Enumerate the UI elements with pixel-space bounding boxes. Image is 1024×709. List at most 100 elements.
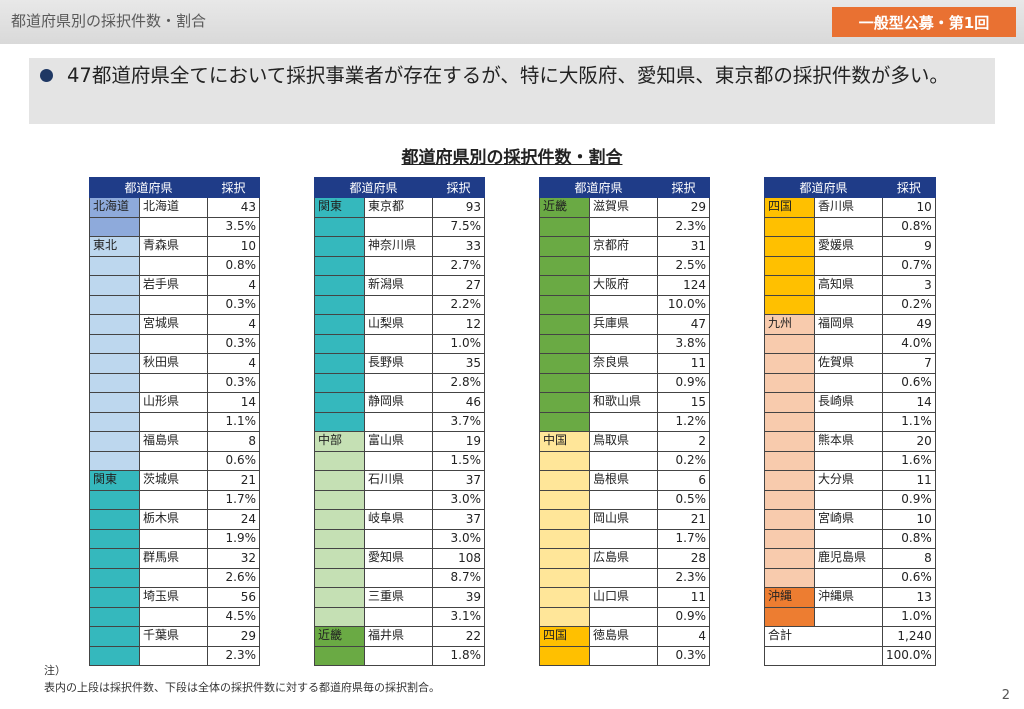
adoption-share: 1.5% [432, 450, 485, 471]
table-row-pct: 0.7% [764, 255, 936, 276]
prefecture-name-cell [814, 450, 883, 471]
prefecture-name-cell [814, 216, 883, 237]
region-cell [314, 470, 365, 491]
total-share: 100.0% [882, 645, 936, 666]
adoption-share: 0.3% [207, 333, 260, 354]
table-row: 山形県 14 [89, 392, 260, 413]
header-prefecture: 都道府県 [314, 177, 433, 198]
adoption-count: 21 [657, 509, 710, 530]
region-cell [764, 392, 815, 413]
prefecture-name-cell [589, 567, 658, 588]
adoption-share: 3.0% [432, 489, 485, 510]
adoption-count: 4 [657, 626, 710, 647]
table-row: 岐阜県 37 [314, 509, 485, 530]
top-bar: 都道府県別の採択件数・割合 一般型公募・第1回 [0, 0, 1024, 44]
prefecture-name: 千葉県 [139, 626, 208, 647]
region-cell [539, 236, 590, 257]
total-count: 1,240 [882, 626, 936, 647]
adoption-count: 37 [432, 470, 485, 491]
table-row-pct: 0.9% [539, 372, 710, 393]
adoption-count: 33 [432, 236, 485, 257]
adoption-share: 2.3% [657, 216, 710, 237]
table-row-pct: 2.6% [89, 567, 260, 588]
adoption-count: 37 [432, 509, 485, 530]
adoption-count: 12 [432, 314, 485, 335]
region-cell [764, 567, 815, 588]
adoption-share: 7.5% [432, 216, 485, 237]
prefecture-name-cell [139, 216, 208, 237]
table-row-pct: 1.6% [764, 450, 936, 471]
adoption-share: 1.2% [657, 411, 710, 432]
region-label: 関東 [314, 197, 365, 218]
region-cell [539, 294, 590, 315]
adoption-count: 29 [207, 626, 260, 647]
adoption-share: 0.8% [207, 255, 260, 276]
adoption-share: 4.5% [207, 606, 260, 627]
adoption-share: 0.7% [882, 255, 936, 276]
table-row: 群馬県 32 [89, 548, 260, 569]
prefecture-name-cell [364, 216, 433, 237]
prefecture-name-cell [139, 372, 208, 393]
prefecture-name: 山口県 [589, 587, 658, 608]
region-cell [89, 294, 140, 315]
table-row-pct: 1.2% [539, 411, 710, 432]
prefecture-name: 静岡県 [364, 392, 433, 413]
region-cell [539, 314, 590, 335]
region-cell [764, 528, 815, 549]
prefecture-name-cell [139, 606, 208, 627]
header-prefecture: 都道府県 [89, 177, 208, 198]
table-row-pct: 0.9% [764, 489, 936, 510]
prefecture-name-cell [364, 411, 433, 432]
table-row: 宮城県 4 [89, 314, 260, 335]
region-cell [539, 470, 590, 491]
prefecture-name-cell [139, 294, 208, 315]
region-cell [314, 528, 365, 549]
adoption-share: 1.1% [207, 411, 260, 432]
prefecture-name-cell [364, 528, 433, 549]
table-row-pct: 0.2% [764, 294, 936, 315]
prefecture-name-cell [589, 528, 658, 549]
adoption-count: 27 [432, 275, 485, 296]
adoption-share: 8.7% [432, 567, 485, 588]
prefecture-name-cell [814, 411, 883, 432]
region-cell [314, 236, 365, 257]
table-title: 都道府県別の採択件数・割合 [401, 148, 623, 168]
summary-text: 47都道府県全てにおいて採択事業者が存在するが、特に大阪府、愛知県、東京都の採択… [67, 64, 949, 87]
region-cell [89, 509, 140, 530]
table-row: 埼玉県 56 [89, 587, 260, 608]
prefecture-name-cell [364, 372, 433, 393]
adoption-share: 4.0% [882, 333, 936, 354]
region-cell [89, 372, 140, 393]
table-row: 山口県 11 [539, 587, 710, 608]
table-row: 関東 東京都 93 [314, 197, 485, 218]
table-row-pct: 1.8% [314, 645, 485, 666]
adoption-share: 0.6% [882, 372, 936, 393]
adoption-count: 19 [432, 431, 485, 452]
table-row-pct: 0.6% [764, 372, 936, 393]
header-prefecture: 都道府県 [539, 177, 658, 198]
prefecture-name-cell [139, 333, 208, 354]
table-row: 沖縄 沖縄県 13 [764, 587, 936, 608]
adoption-share: 3.8% [657, 333, 710, 354]
header-count: 採択 [207, 177, 260, 198]
region-cell [314, 255, 365, 276]
table-row-pct: 0.6% [764, 567, 936, 588]
table-row: 岩手県 4 [89, 275, 260, 296]
summary-box: 47都道府県全てにおいて採択事業者が存在するが、特に大阪府、愛知県、東京都の採択… [29, 58, 995, 124]
prefecture-name: 青森県 [139, 236, 208, 257]
table-row-pct: 2.3% [539, 567, 710, 588]
table-row: 山梨県 12 [314, 314, 485, 335]
table-row-pct: 4.0% [764, 333, 936, 354]
table-row-pct: 4.5% [89, 606, 260, 627]
adoption-count: 4 [207, 353, 260, 374]
table-row-pct: 1.1% [89, 411, 260, 432]
prefecture-name-cell [814, 372, 883, 393]
adoption-count: 9 [882, 236, 936, 257]
prefecture-name-cell [814, 567, 883, 588]
table-row: 高知県 3 [764, 275, 936, 296]
prefecture-name-cell [814, 606, 883, 627]
table-row: 岡山県 21 [539, 509, 710, 530]
table-row: 島根県 6 [539, 470, 710, 491]
adoption-share: 10.0% [657, 294, 710, 315]
adoption-share: 3.0% [432, 528, 485, 549]
